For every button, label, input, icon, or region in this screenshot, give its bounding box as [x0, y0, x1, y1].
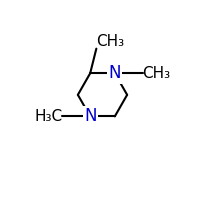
Text: CH₃: CH₃ [96, 34, 124, 49]
Text: H₃C: H₃C [34, 109, 62, 124]
Text: CH₃: CH₃ [143, 66, 171, 81]
Text: N: N [109, 64, 121, 82]
Text: N: N [84, 107, 96, 125]
